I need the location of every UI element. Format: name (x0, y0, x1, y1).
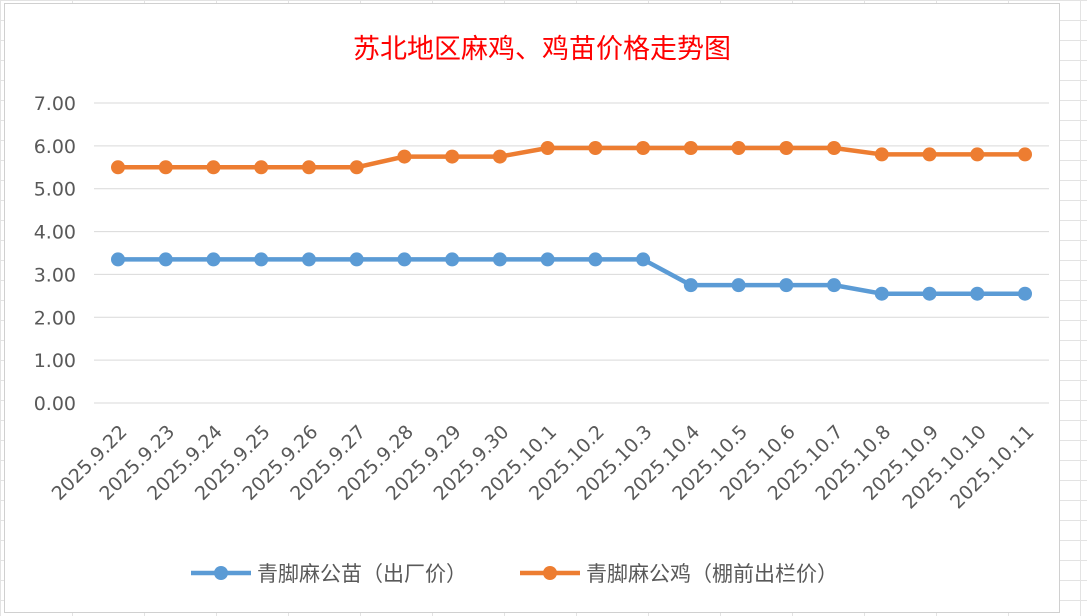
data-point (254, 160, 269, 175)
data-point (111, 160, 125, 175)
data-point (636, 252, 651, 267)
data-point (540, 252, 555, 267)
data-point (206, 252, 221, 267)
series-line-0 (118, 257, 1025, 296)
data-point (349, 252, 364, 267)
data-point (683, 278, 698, 293)
data-point (731, 278, 746, 293)
y-tick-label: 6.00 (34, 136, 76, 158)
data-point (588, 252, 603, 267)
data-point (158, 252, 173, 267)
legend-label-0: 青脚麻公苗（出厂价） (257, 562, 467, 586)
y-tick-label: 7.00 (34, 93, 76, 115)
data-point (922, 286, 937, 301)
y-tick-label: 0.00 (34, 393, 76, 415)
data-point (397, 149, 412, 164)
data-point (1018, 286, 1032, 301)
data-point (874, 286, 889, 301)
chart-title: 苏北地区麻鸡、鸡苗价格走势图 (353, 34, 731, 65)
line-chart: 苏北地区麻鸡、鸡苗价格走势图 0.00 1.00 2.00 3.00 4.00 5.00 6… (34, 34, 1049, 586)
data-point (1018, 147, 1032, 162)
data-point (874, 147, 889, 162)
data-point (731, 141, 746, 155)
data-point (254, 252, 269, 267)
y-tick-label: 5.00 (34, 179, 76, 201)
legend-label-1: 青脚麻公鸡（棚前出栏价） (586, 562, 838, 586)
data-point (492, 252, 507, 267)
chart-area: 苏北地区麻鸡、鸡苗价格走势图 0.00 1.00 2.00 3.00 4.00 5.00 6… (4, 3, 1060, 613)
data-point (540, 141, 555, 155)
data-point (301, 160, 316, 175)
data-point (779, 141, 794, 155)
data-point (588, 141, 603, 155)
data-point (779, 278, 794, 293)
data-point (301, 252, 316, 267)
data-point (111, 252, 125, 267)
data-point (492, 149, 507, 164)
data-point (827, 278, 842, 293)
data-point (970, 286, 985, 301)
y-tick-label: 3.00 (34, 264, 76, 286)
data-point (349, 160, 364, 175)
data-point (206, 160, 221, 175)
data-point (445, 252, 460, 267)
data-point (683, 141, 698, 155)
data-point (922, 147, 937, 162)
y-tick-label: 1.00 (34, 350, 76, 372)
data-point (445, 149, 460, 164)
data-point (827, 141, 842, 155)
series-line-1 (118, 145, 1025, 170)
data-point (970, 147, 985, 162)
y-tick-label: 2.00 (34, 307, 76, 329)
legend-marker-0 (214, 566, 228, 580)
data-point (397, 252, 412, 267)
legend-marker-1 (543, 566, 557, 580)
data-point (158, 160, 173, 175)
data-point (636, 141, 651, 155)
y-tick-label: 4.00 (34, 222, 76, 244)
